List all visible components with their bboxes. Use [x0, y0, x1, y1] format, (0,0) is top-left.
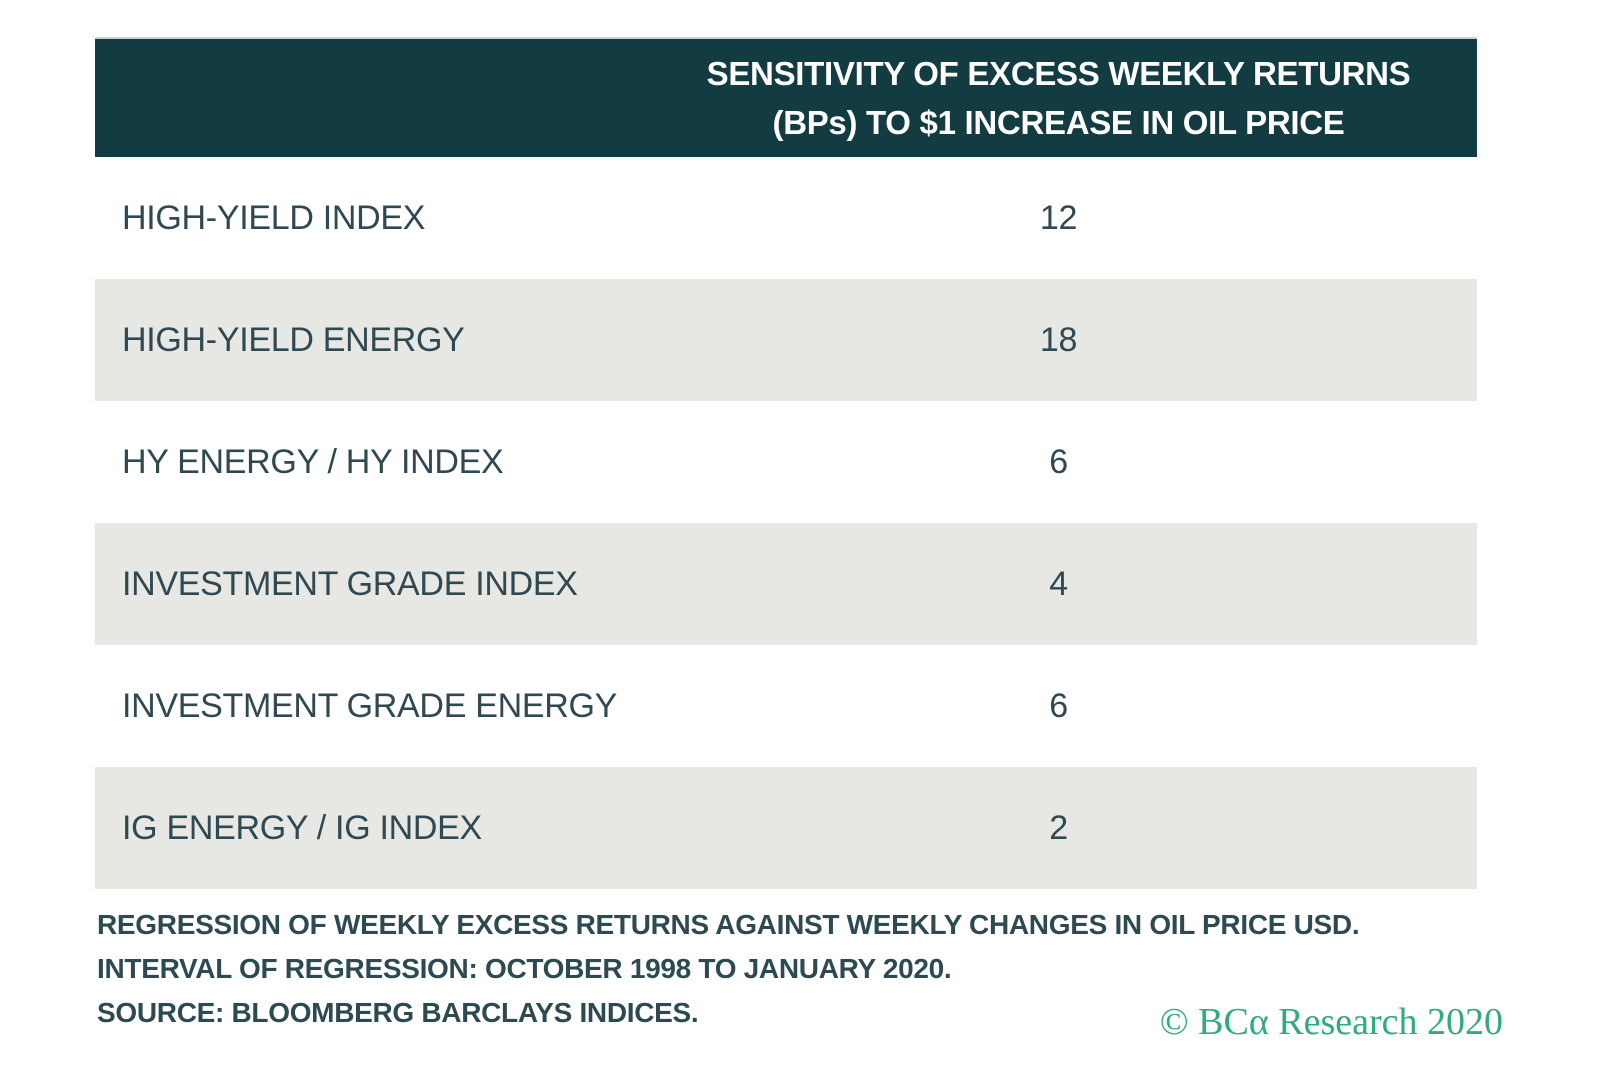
row-value: 18	[1039, 320, 1078, 359]
footnote-regression: REGRESSION OF WEEKLY EXCESS RETURNS AGAI…	[97, 909, 1360, 940]
row-value: 2	[1049, 808, 1068, 847]
row-value: 4	[1049, 564, 1068, 603]
table-row: INVESTMENT GRADE INDEX 4	[95, 523, 1477, 645]
row-label: HIGH-YIELD ENERGY	[122, 320, 465, 359]
row-label: HY ENERGY / HY INDEX	[122, 442, 504, 481]
table-row: HY ENERGY / HY INDEX 6	[95, 401, 1477, 523]
footnotes: REGRESSION OF WEEKLY EXCESS RETURNS AGAI…	[97, 903, 1360, 1035]
sensitivity-table: SENSITIVITY OF EXCESS WEEKLY RETURNS (BP…	[95, 37, 1477, 889]
table-header-line2: (BPs) TO $1 INCREASE IN OIL PRICE	[772, 104, 1345, 141]
table-row: INVESTMENT GRADE ENERGY 6	[95, 645, 1477, 767]
row-value: 12	[1039, 198, 1078, 237]
row-value: 6	[1049, 686, 1068, 725]
table-row: HIGH-YIELD ENERGY 18	[95, 279, 1477, 401]
row-label: IG ENERGY / IG INDEX	[122, 808, 482, 847]
table-row: IG ENERGY / IG INDEX 2	[95, 767, 1477, 889]
bca-research-logo: © BCα Research 2020	[1159, 1001, 1503, 1043]
row-label: HIGH-YIELD INDEX	[122, 198, 426, 237]
row-label: INVESTMENT GRADE INDEX	[122, 564, 578, 603]
table-header-title: SENSITIVITY OF EXCESS WEEKLY RETURNS (BP…	[640, 49, 1477, 147]
table-row: HIGH-YIELD INDEX 12	[95, 157, 1477, 279]
row-value: 6	[1049, 442, 1068, 481]
footnote-interval: INTERVAL OF REGRESSION: OCTOBER 1998 TO …	[97, 953, 952, 984]
footnote-source: SOURCE: BLOOMBERG BARCLAYS INDICES.	[97, 997, 699, 1028]
table-header-line1: SENSITIVITY OF EXCESS WEEKLY RETURNS	[706, 55, 1411, 92]
table-body: HIGH-YIELD INDEX 12 HIGH-YIELD ENERGY 18…	[95, 157, 1477, 889]
row-label: INVESTMENT GRADE ENERGY	[122, 686, 617, 725]
table-header: SENSITIVITY OF EXCESS WEEKLY RETURNS (BP…	[95, 37, 1477, 157]
